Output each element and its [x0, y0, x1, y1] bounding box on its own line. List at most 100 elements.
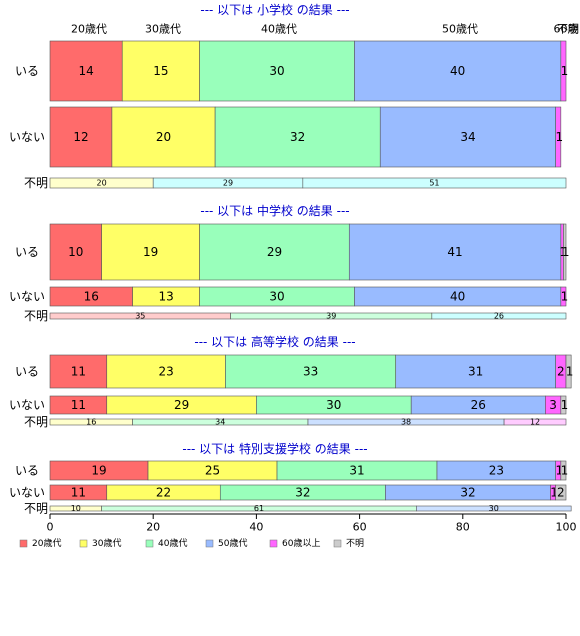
age-header-label: 30歳代: [145, 23, 181, 36]
x-tick-label: 20: [146, 521, 160, 534]
group-title: --- 以下は 小学校 の結果 ---: [200, 2, 349, 17]
legend-label: 不明: [346, 538, 364, 549]
x-tick-label: 0: [47, 521, 54, 534]
row-label: 不明: [24, 415, 48, 429]
value-label: 1: [561, 398, 569, 412]
bar-segment: [431, 312, 567, 320]
value-label: 39: [326, 312, 336, 321]
bar-segment: [503, 418, 567, 426]
value-label: 31: [468, 365, 483, 379]
row-label: いない: [9, 486, 45, 500]
legend-swatch: [145, 539, 154, 548]
bar-segment: [560, 40, 567, 102]
value-label: 22: [156, 486, 171, 500]
bar-segment: [379, 106, 556, 168]
value-label: 15: [153, 64, 168, 78]
value-label: 32: [295, 486, 310, 500]
value-label: 25: [205, 464, 220, 478]
age-header-label: 不明: [557, 23, 579, 36]
value-label: 2: [557, 486, 565, 500]
value-label: 19: [143, 245, 158, 259]
value-label: 1: [555, 464, 563, 478]
legend-swatch: [19, 539, 28, 548]
value-label: 1: [561, 64, 569, 78]
value-label: 33: [303, 365, 318, 379]
row-label: いる: [15, 245, 39, 259]
value-label: 1: [561, 464, 569, 478]
value-label: 31: [349, 464, 364, 478]
value-label: 19: [91, 464, 106, 478]
value-label: 14: [78, 64, 93, 78]
row-label: いる: [15, 64, 39, 78]
value-label: 23: [158, 365, 173, 379]
bar-segment: [555, 484, 567, 501]
row-label: いる: [15, 464, 39, 478]
bar-segment: [199, 223, 350, 281]
value-label: 34: [215, 418, 225, 427]
value-label: 16: [84, 290, 99, 304]
bar-segment: [560, 395, 567, 415]
bar-segment: [106, 354, 226, 389]
bar-segment: [348, 223, 562, 281]
bar-segment: [225, 354, 397, 389]
bar-segment: [565, 354, 572, 389]
row-label: いない: [9, 398, 45, 412]
value-label: 61: [254, 504, 264, 513]
value-label: 30: [269, 290, 284, 304]
bar-segment: [214, 106, 381, 168]
value-label: 1: [561, 290, 569, 304]
age-header-label: 60歳: [554, 23, 579, 36]
value-label: 1: [555, 130, 563, 144]
value-label: 11: [71, 486, 86, 500]
age-header-label: 50歳代: [442, 23, 478, 36]
legend-swatch: [205, 539, 214, 548]
value-label: 26: [471, 398, 486, 412]
value-label: 41: [447, 245, 462, 259]
bar-segment: [111, 106, 216, 168]
bar-segment: [101, 223, 200, 281]
value-label: 30: [326, 398, 341, 412]
bar-segment: [560, 460, 567, 481]
bar-segment: [395, 354, 556, 389]
value-label: 23: [489, 464, 504, 478]
bar-segment: [555, 106, 562, 168]
row-label: いる: [15, 365, 39, 379]
value-label: 34: [460, 130, 475, 144]
value-label: 29: [267, 245, 282, 259]
value-label: 3: [549, 398, 557, 412]
x-tick-label: 40: [249, 521, 263, 534]
legend-label: 40歳代: [158, 537, 187, 549]
bar-segment: [49, 223, 102, 281]
age-header-label: 20歳代: [71, 23, 107, 36]
group-title: --- 以下は 中学校 の結果 ---: [200, 203, 349, 218]
x-tick-label: 60: [353, 521, 367, 534]
value-label: 20: [97, 179, 107, 188]
row-label: いない: [9, 290, 45, 304]
value-label: 11: [71, 365, 86, 379]
bar-segment: [49, 106, 113, 168]
value-label: 13: [158, 290, 173, 304]
row-label: 不明: [24, 309, 48, 323]
value-label: 29: [223, 179, 233, 188]
bar-segment: [121, 40, 200, 102]
value-label: 35: [135, 312, 145, 321]
value-label: 11: [71, 398, 86, 412]
legend-label: 20歳代: [32, 537, 61, 549]
value-label: 16: [86, 418, 96, 427]
bar-segment: [302, 177, 567, 189]
legend-swatch: [269, 539, 278, 548]
legend-swatch: [79, 539, 88, 548]
value-label: 26: [494, 312, 504, 321]
legend-label: 60歳以上: [282, 537, 320, 549]
x-tick-label: 80: [456, 521, 470, 534]
value-label: 20: [156, 130, 171, 144]
bar-segment: [563, 223, 567, 281]
value-label: 32: [290, 130, 305, 144]
row-label: 不明: [24, 176, 48, 190]
value-label: 32: [460, 486, 475, 500]
value-label: 38: [401, 418, 411, 427]
bar-segment: [560, 286, 567, 307]
legend-label: 50歳代: [218, 537, 247, 549]
value-label: 40: [450, 290, 465, 304]
